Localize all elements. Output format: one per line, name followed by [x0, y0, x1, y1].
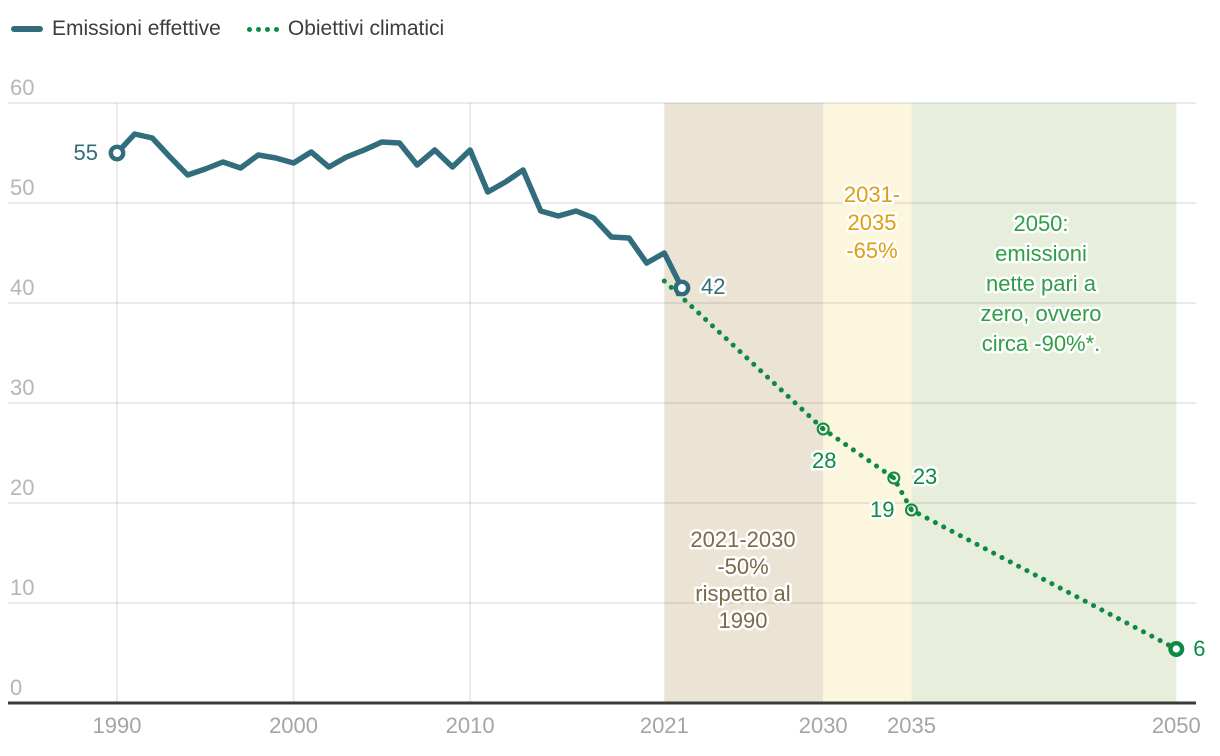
y-tick-label: 50: [10, 175, 34, 200]
y-tick-label: 20: [10, 475, 34, 500]
x-tick-label: 2010: [446, 713, 495, 738]
target-point-marker: [816, 422, 830, 436]
x-tick-label: 2030: [799, 713, 848, 738]
y-axis-labels: 0 10 20 30 40 50 60: [10, 75, 34, 700]
point-markers: [108, 144, 1185, 658]
band-annotation: 2050: emissioni nette pari a zero, ovvero ci…: [980, 211, 1101, 356]
x-tick-label: 2035: [887, 713, 936, 738]
x-tick-label: 1990: [93, 713, 142, 738]
horizontal-gridlines: [8, 102, 1196, 604]
value-label: 6: [1193, 636, 1205, 661]
band-annotations: 2021-2030 -50% rispetto al 1990 2031-2035 -65…: [688, 180, 1104, 636]
band-annotation: 2031-2035 -65%: [844, 182, 900, 263]
emissions-endpoint-marker: [108, 144, 126, 162]
x-tick-label: 2000: [269, 713, 318, 738]
target-period-bands: [664, 103, 1177, 703]
target-endpoint-marker: [1168, 641, 1185, 658]
y-tick-label: 40: [10, 275, 34, 300]
legend-label-actual: Emissioni effettive: [52, 17, 221, 40]
legend: Emissioni effettive Obiettivi climatici: [11, 17, 444, 41]
x-tick-label: 2021: [640, 713, 689, 738]
y-tick-label: 0: [10, 675, 22, 700]
legend-item-climate-targets: Obiettivi climatici: [246, 17, 445, 41]
value-label: 28: [812, 448, 836, 473]
y-tick-label: 30: [10, 375, 34, 400]
solid-line-swatch: [11, 26, 43, 32]
value-label: 19: [870, 497, 894, 522]
target-point-marker: [887, 471, 901, 485]
value-label: 42: [701, 274, 725, 299]
vertical-gridlines: [116, 103, 472, 703]
x-axis-labels: 1990 2000 2010 2021 2030 2035 2050: [93, 713, 1201, 738]
y-tick-label: 10: [10, 575, 34, 600]
value-label: 23: [913, 464, 937, 489]
value-labels: 55 42 28 23 19 6: [71, 138, 1208, 664]
actual-emissions-line: [114, 131, 685, 291]
x-tick-label: 2050: [1152, 713, 1201, 738]
legend-label-targets: Obiettivi climatici: [287, 17, 445, 40]
target-point-marker: [904, 503, 918, 517]
band-annotation: 2021-2030 -50% rispetto al 1990: [690, 527, 795, 633]
y-tick-label: 60: [10, 75, 34, 100]
legend-item-actual-emissions: Emissioni effettive: [11, 17, 221, 41]
emissions-endpoint-marker: [673, 279, 691, 297]
value-label: 55: [74, 140, 98, 165]
dotted-line-swatch: [246, 26, 279, 32]
